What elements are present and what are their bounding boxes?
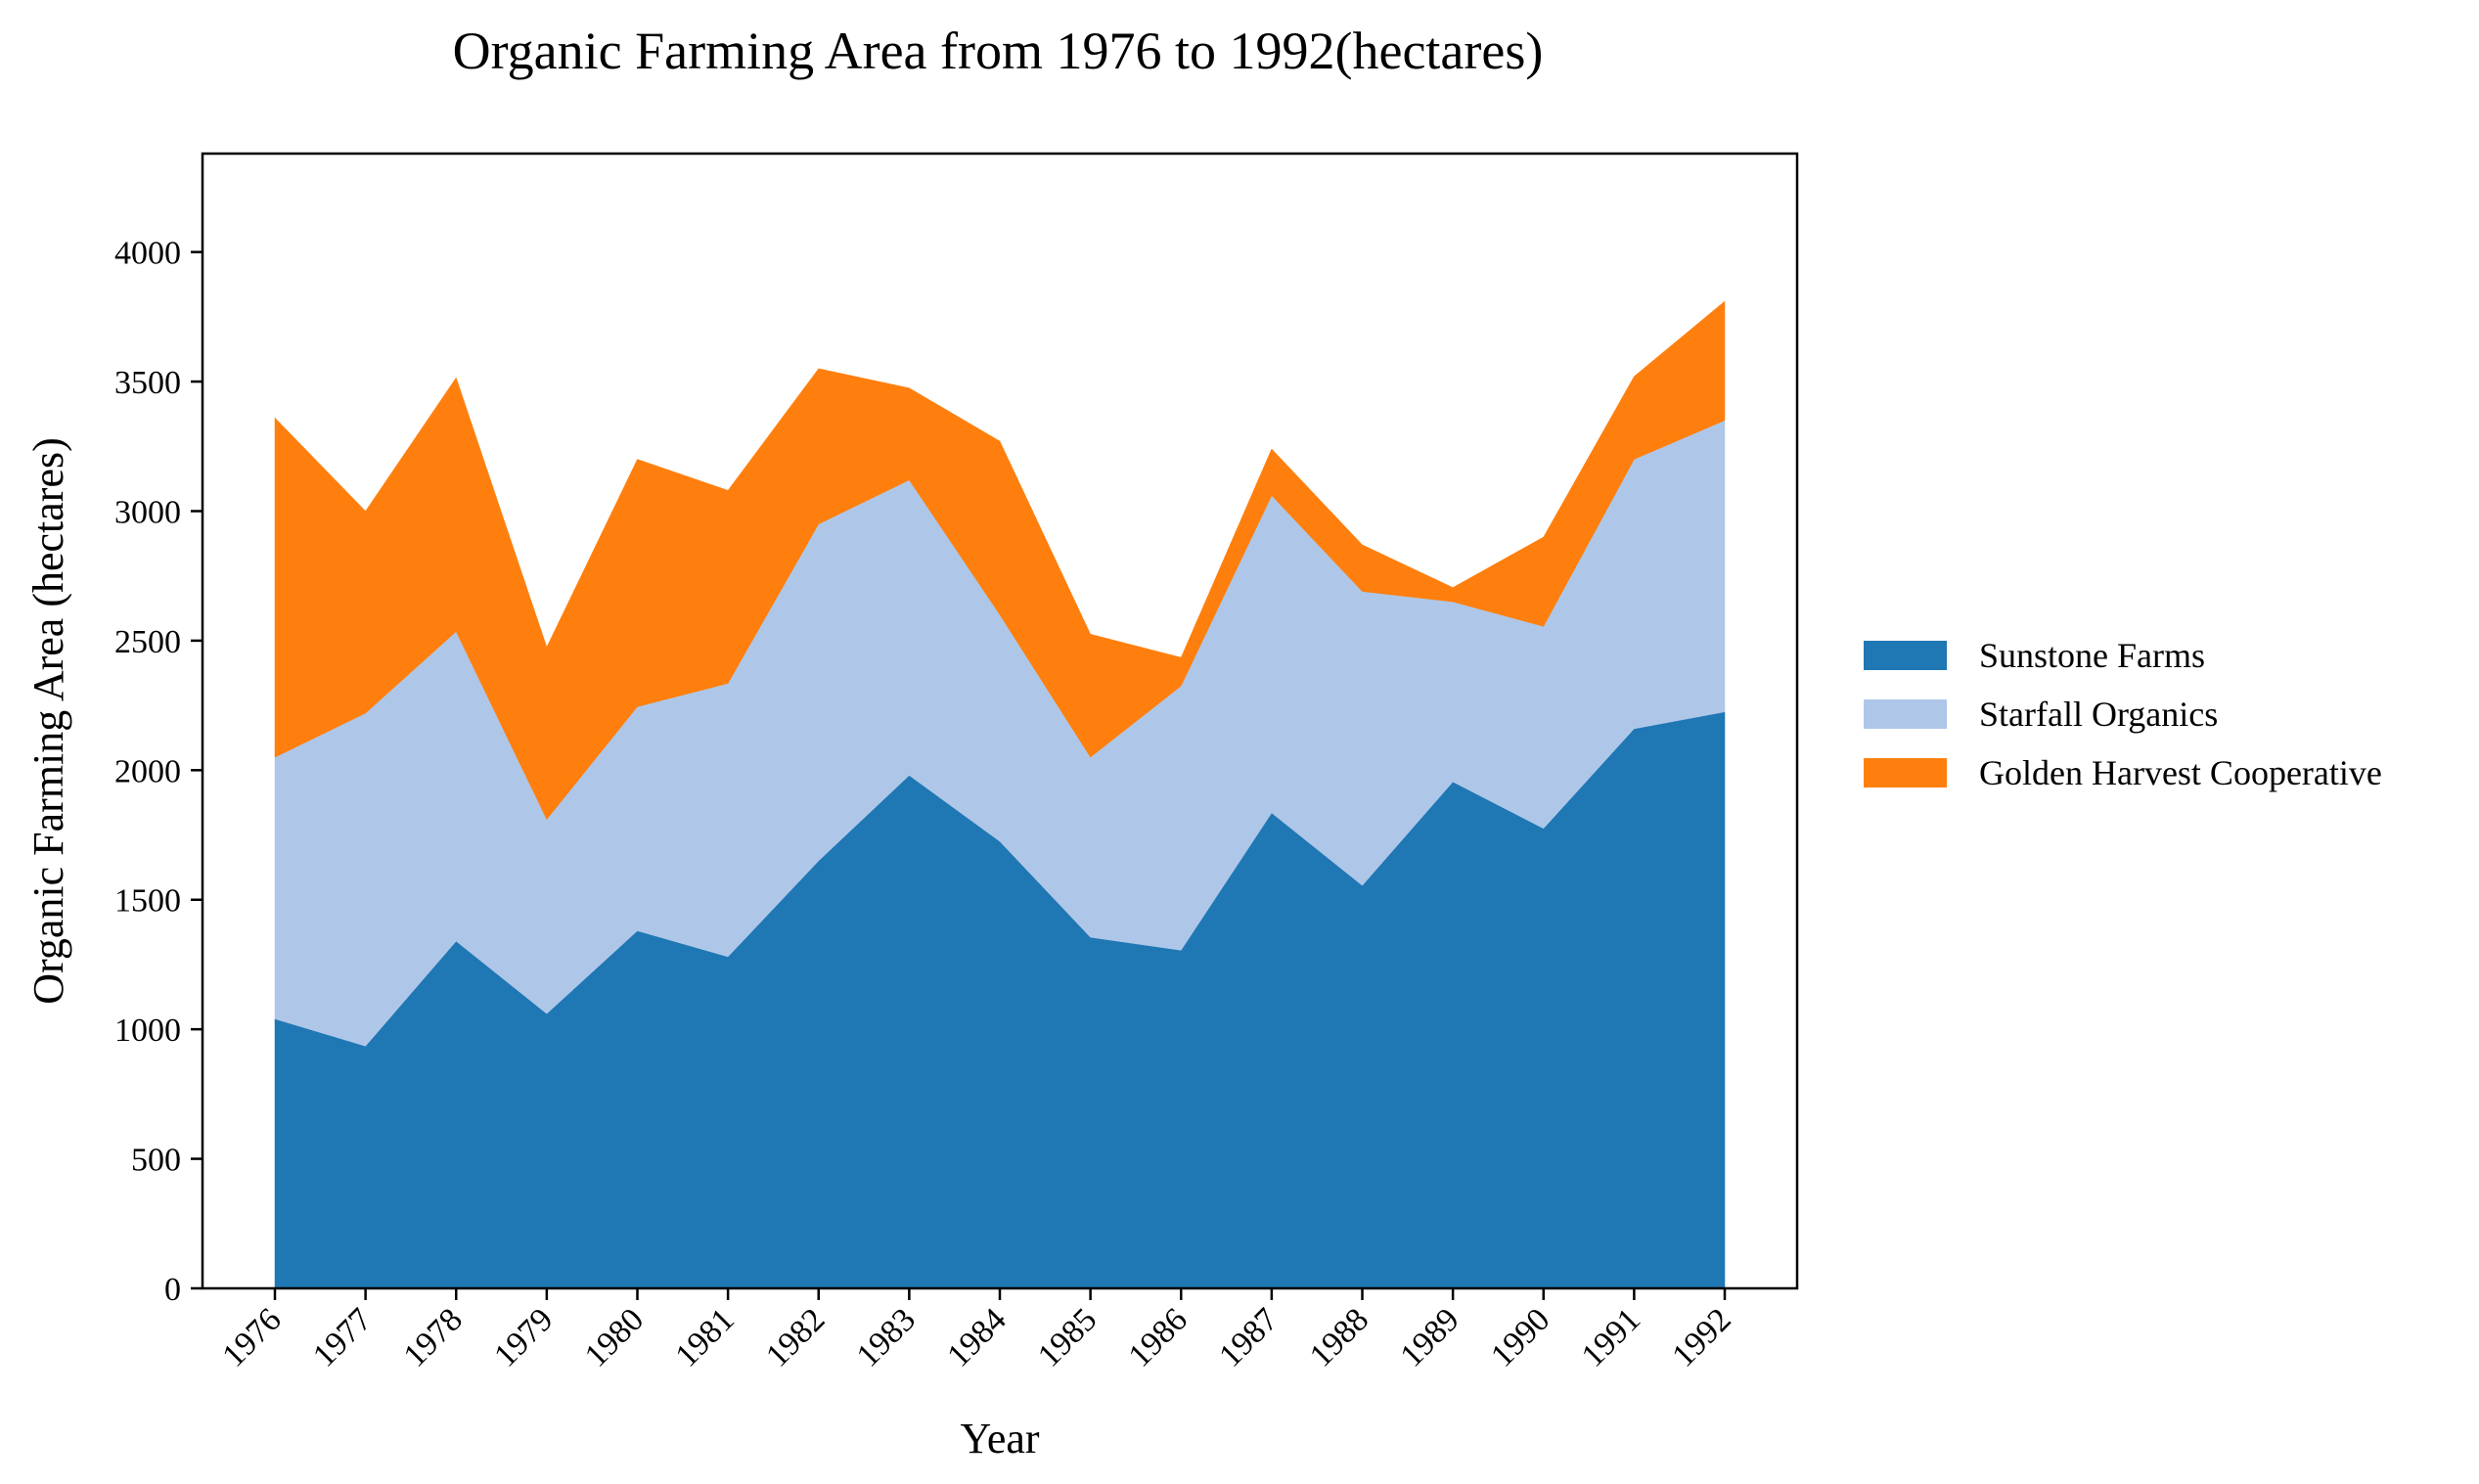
legend-label: Golden Harvest Cooperative — [1979, 753, 2382, 792]
x-tick-label: 1988 — [1303, 1301, 1375, 1373]
x-tick-label: 1976 — [215, 1301, 288, 1373]
x-tick-label: 1992 — [1665, 1301, 1737, 1373]
legend: Sunstone Farms Starfall Organics Golden Ha… — [1864, 636, 2382, 792]
legend-swatch — [1864, 641, 1947, 670]
x-tick-label: 1989 — [1394, 1301, 1466, 1373]
y-tick-label: 3000 — [114, 494, 181, 530]
x-tick-label: 1977 — [306, 1301, 379, 1373]
x-axis: 1976 1977 1978 1979 1980 1981 1982 1983 1984 1985… — [215, 1288, 1738, 1374]
y-tick-label: 3500 — [114, 365, 181, 401]
x-tick-label: 1980 — [578, 1301, 651, 1373]
x-tick-label: 1983 — [850, 1301, 923, 1373]
y-axis: 0 500 1000 1500 2000 2500 3000 3500 4000 — [114, 236, 203, 1308]
x-tick-label: 1991 — [1575, 1301, 1647, 1373]
x-tick-label: 1979 — [487, 1301, 560, 1373]
chart-title: Organic Farming Area from 1976 to 1992(h… — [453, 22, 1544, 80]
x-tick-label: 1981 — [669, 1301, 742, 1373]
x-tick-label: 1978 — [397, 1301, 470, 1373]
x-tick-label: 1990 — [1484, 1301, 1556, 1373]
y-axis-label: Organic Farming Area (hectares) — [24, 437, 72, 1005]
y-tick-label: 0 — [164, 1272, 181, 1308]
x-tick-label: 1987 — [1212, 1301, 1285, 1373]
y-tick-label: 500 — [131, 1143, 181, 1179]
y-tick-label: 1000 — [114, 1012, 181, 1049]
legend-label: Sunstone Farms — [1979, 636, 2205, 675]
legend-swatch — [1864, 699, 1947, 729]
x-tick-label: 1985 — [1031, 1301, 1104, 1373]
y-tick-label: 2500 — [114, 624, 181, 660]
x-tick-label: 1984 — [940, 1301, 1013, 1373]
x-tick-label: 1986 — [1122, 1301, 1194, 1373]
x-tick-label: 1982 — [759, 1301, 832, 1373]
area-series-3 — [274, 300, 1726, 821]
y-tick-label: 2000 — [114, 753, 181, 789]
y-tick-label: 1500 — [114, 883, 181, 920]
legend-label: Starfall Organics — [1979, 695, 2218, 734]
legend-swatch — [1864, 758, 1947, 787]
area-series-group — [274, 300, 1726, 1289]
x-axis-label: Year — [960, 1415, 1039, 1462]
y-tick-label: 4000 — [114, 236, 181, 272]
